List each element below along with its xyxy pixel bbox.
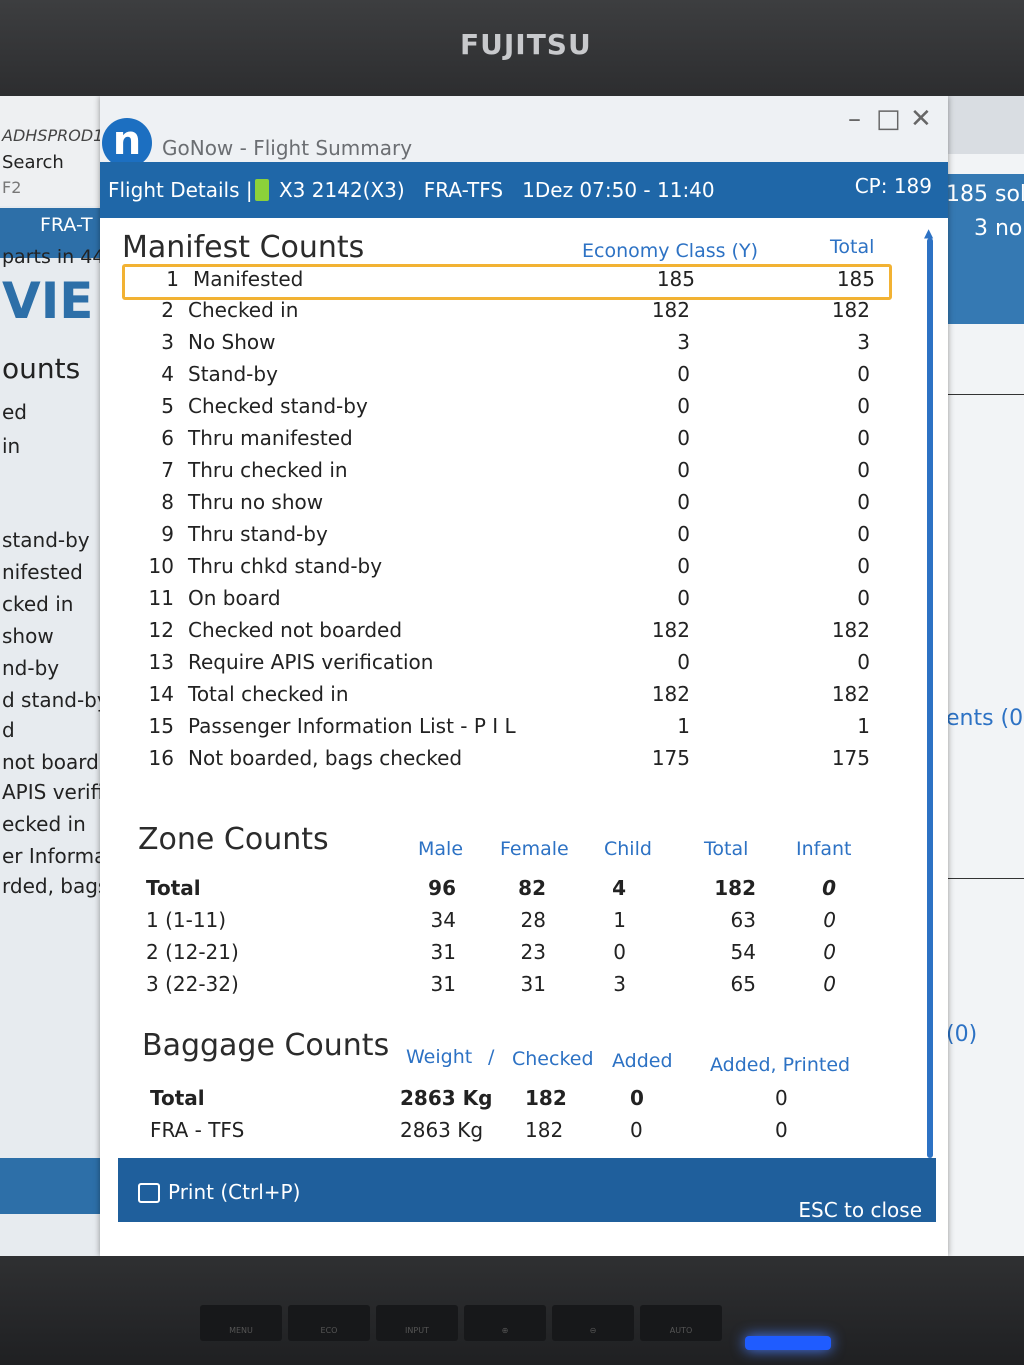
zone-title: Zone Counts [138,822,329,857]
zone-row: 2 (12-21) 31 23 0 54 0 [146,940,836,964]
title-bar: n GoNow - Flight Summary – □ ✕ [100,96,948,168]
col-total: Total [830,236,875,258]
table-row[interactable]: 14 Total checked in 182 182 [148,682,870,706]
flight-number: X3 2142(X3) [278,178,405,202]
monitor-plus-button[interactable]: ⊕ [464,1305,546,1341]
zone-row: 3 (22-32) 31 31 3 65 0 [146,972,836,996]
baggage-row: FRA - TFS 2863 Kg 182 0 0 [150,1118,788,1142]
scroll-up-icon[interactable]: ▲ [924,226,934,240]
background-app-right: 185 sol 3 no ents (0 (0) [944,154,1024,1261]
col-economy: Economy Class (Y) [582,240,758,262]
print-button[interactable]: Print (Ctrl+P) [138,1180,300,1204]
monitor-bezel-top: FUJITSU [0,0,1024,110]
monitor-buttons: MENU ECO INPUT ⊕ ⊖ AUTO [200,1305,722,1341]
col-checked: Checked [512,1048,594,1070]
esc-close-hint: ESC to close [798,1198,922,1222]
flight-summary-dialog: n GoNow - Flight Summary – □ ✕ Flight De… [100,96,948,1256]
summary-content: Manifest Counts Economy Class (Y) Total … [100,218,920,1168]
close-button[interactable]: ✕ [910,104,932,134]
gonow-logo: n [102,118,152,168]
flight-time: 1Dez 07:50 - 11:40 [522,178,715,202]
monitor-menu-button[interactable]: MENU [200,1305,282,1341]
screen: ADHSPROD1 Search F2 FRA-T parts in 44 VI… [0,96,1024,1261]
table-row[interactable]: 16 Not boarded, bags checked 175 175 [148,746,870,770]
col-female: Female [500,838,569,860]
col-added-printed: Added, Printed [710,1054,851,1076]
flight-route: FRA-TFS [423,178,504,202]
baggage-title: Baggage Counts [142,1028,390,1063]
col-infant: Infant [796,838,852,860]
col-total: Total [704,838,749,860]
vertical-scrollbar[interactable]: ▲ ▼ [922,226,938,1170]
col-separator: / [488,1046,495,1068]
col-child: Child [604,838,652,860]
monitor-eco-button[interactable]: ECO [288,1305,370,1341]
monitor-brand: FUJITSU [460,28,592,61]
window-title: GoNow - Flight Summary [162,136,413,160]
col-male: Male [418,838,464,860]
zone-row-total: Total 96 82 4 182 0 [146,876,836,900]
col-weight: Weight [406,1046,473,1068]
monitor-auto-button[interactable]: AUTO [640,1305,722,1341]
col-added: Added [612,1050,673,1072]
passenger-icon [254,179,269,201]
cp-count: CP: 189 [854,174,932,198]
maximize-button[interactable]: □ [876,104,901,134]
manifest-title: Manifest Counts [122,230,365,265]
bg-text: ADHSPROD1 [2,126,104,145]
printer-icon [138,1183,160,1203]
flight-header: Flight Details | X3 2142(X3) FRA-TFS 1De… [100,162,948,218]
table-row[interactable]: 2 Checked in 182 182 [161,298,870,322]
zone-row: 1 (1-11) 34 28 1 63 0 [146,908,836,932]
power-led [745,1336,831,1350]
baggage-row-total: Total 2863 Kg 182 0 0 [150,1086,788,1110]
dialog-footer: Print (Ctrl+P) ESC to close [118,1158,936,1222]
scroll-thumb[interactable] [927,238,933,1158]
flight-details: Flight Details | X3 2142(X3) FRA-TFS 1De… [108,178,715,202]
monitor-minus-button[interactable]: ⊖ [552,1305,634,1341]
minimize-button[interactable]: – [848,104,861,134]
table-row[interactable]: 12 Checked not boarded 182 182 [148,618,870,642]
bg-search[interactable]: Search [2,152,64,173]
table-row[interactable]: 1 Manifested 185 185 [122,264,892,300]
monitor-input-button[interactable]: INPUT [376,1305,458,1341]
